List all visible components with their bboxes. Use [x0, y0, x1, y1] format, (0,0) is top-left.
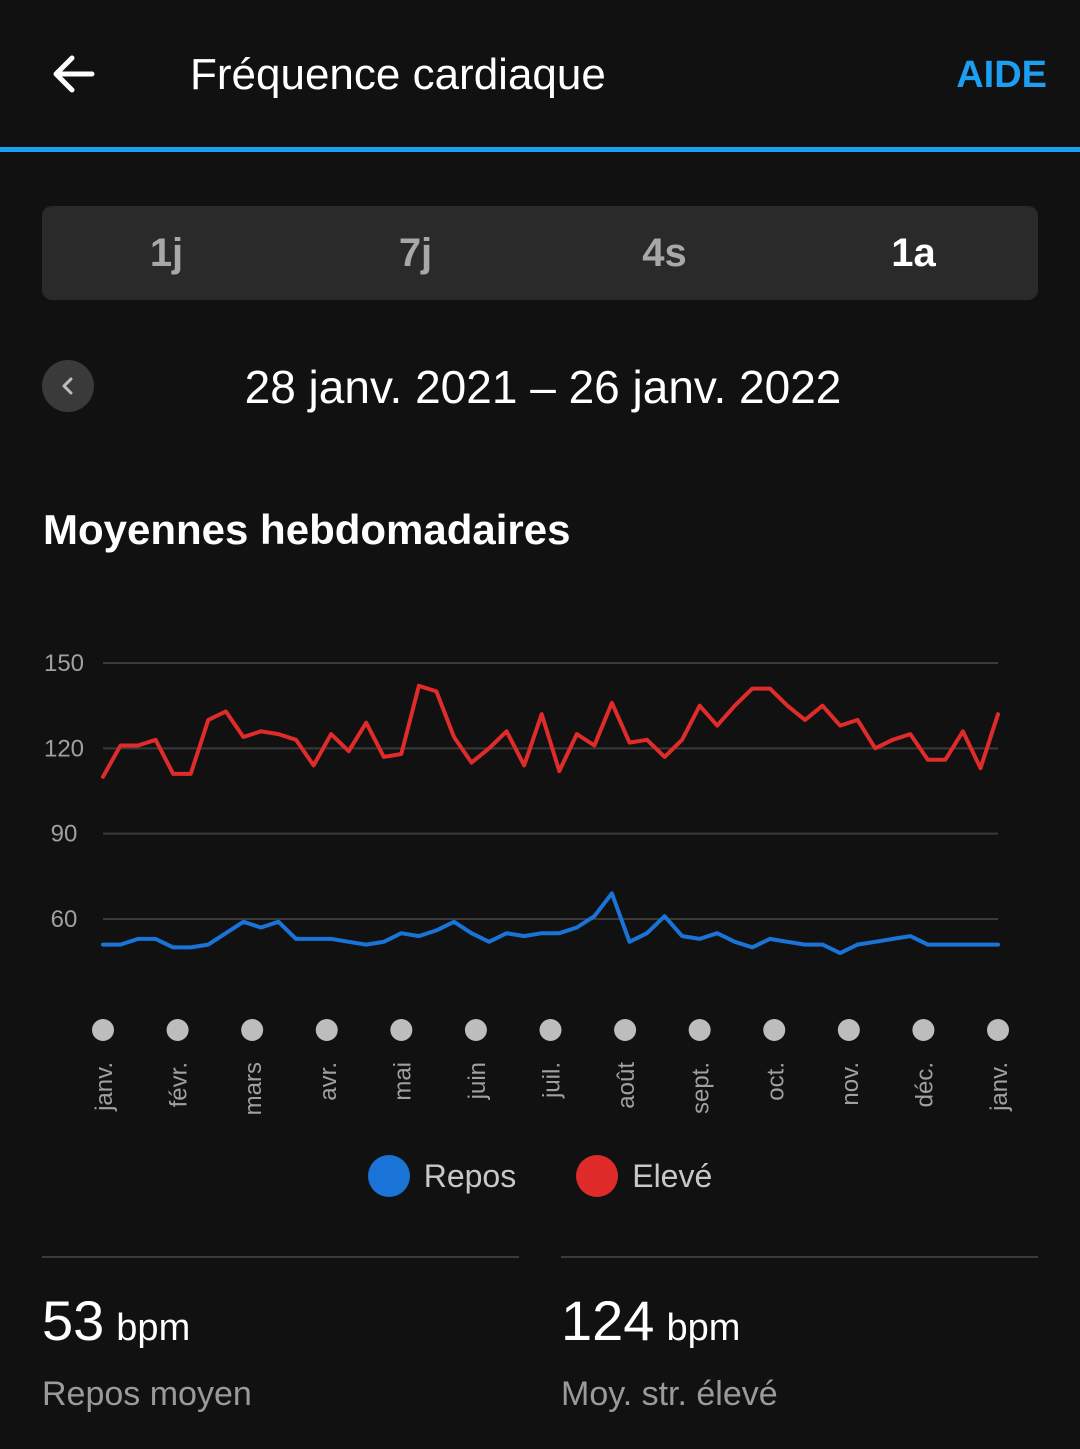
x-tick-label: sept.: [688, 1062, 715, 1114]
header-divider: [0, 147, 1080, 152]
y-tick-label: 150: [44, 650, 84, 677]
month-marker: [912, 1019, 935, 1041]
month-marker: [837, 1019, 860, 1041]
legend-label-eleve: Elevé: [632, 1157, 713, 1194]
month-marker: [390, 1019, 413, 1041]
legend-item-repos: Repos: [367, 1155, 517, 1197]
month-marker: [539, 1019, 562, 1041]
help-button[interactable]: AIDE: [956, 54, 1047, 96]
x-tick-label: mai: [389, 1062, 416, 1101]
stat-high-unit: bpm: [666, 1307, 741, 1349]
chevron-left-icon: [62, 377, 73, 395]
legend-swatch-repos: [367, 1155, 410, 1197]
page-title: Fréquence cardiaque: [190, 50, 606, 99]
stat-resting-label: Repos moyen: [42, 1375, 252, 1413]
month-marker: [987, 1019, 1009, 1041]
month-marker: [166, 1019, 189, 1041]
series-line-repos: [101, 891, 1000, 956]
x-tick-label: mars: [240, 1062, 267, 1115]
x-tick-label: juil.: [539, 1062, 566, 1099]
stat-resting-value-row: 53 bpm: [42, 1288, 519, 1361]
heart-rate-chart: 150 120 90 60 janv. févr. mars avr. mai juin juil.…: [44, 650, 1013, 1115]
x-tick-label: avr.: [315, 1062, 342, 1101]
stat-high: 124 bpm Moy. str. élevé: [561, 1256, 1038, 1415]
legend-swatch-eleve: [576, 1155, 619, 1197]
stat-resting: 53 bpm Repos moyen: [42, 1256, 519, 1415]
month-marker: [614, 1019, 637, 1041]
series-line-eleve: [101, 683, 1000, 779]
y-tick-label: 90: [51, 821, 78, 848]
stat-high-label: Moy. str. élevé: [561, 1375, 778, 1413]
tab-1-year[interactable]: 1a: [891, 230, 936, 275]
previous-period-button[interactable]: [42, 360, 94, 412]
back-button[interactable]: [48, 48, 100, 100]
stat-resting-value: 53: [42, 1289, 105, 1352]
month-marker: [763, 1019, 786, 1041]
x-tick-label: déc.: [911, 1062, 938, 1107]
x-tick-label: févr.: [166, 1062, 193, 1107]
month-marker: [241, 1019, 264, 1041]
y-tick-label: 120: [44, 735, 84, 762]
tab-1-day[interactable]: 1j: [149, 230, 184, 275]
month-marker: [688, 1019, 711, 1041]
month-marker: [92, 1019, 114, 1041]
x-tick-label: oct.: [762, 1062, 789, 1101]
app-header: Fréquence cardiaque AIDE: [0, 0, 1080, 148]
section-title: Moyennes hebdomadaires: [43, 506, 571, 553]
arrow-left-icon: [53, 55, 95, 93]
x-tick-label: nov.: [837, 1062, 864, 1106]
date-range-row: 28 janv. 2021 – 26 janv. 2022: [0, 358, 1080, 416]
x-tick-label: janv.: [91, 1062, 118, 1112]
x-tick-label: janv.: [986, 1062, 1013, 1112]
legend-item-eleve: Elevé: [576, 1155, 712, 1197]
stat-high-value: 124: [561, 1289, 655, 1352]
stat-high-value-row: 124 bpm: [561, 1288, 1038, 1361]
period-tabs: 1j 7j 4s 1a: [42, 206, 1038, 300]
tab-4-weeks[interactable]: 4s: [642, 230, 687, 275]
x-tick-label: août: [613, 1062, 640, 1109]
chart-legend: Repos Elevé: [0, 1150, 1080, 1202]
legend-label-repos: Repos: [423, 1157, 517, 1194]
y-tick-label: 60: [51, 906, 78, 933]
stat-resting-unit: bpm: [116, 1307, 191, 1349]
date-range-label: 28 janv. 2021 – 26 janv. 2022: [244, 361, 842, 413]
month-marker: [464, 1019, 487, 1041]
tab-7-days[interactable]: 7j: [398, 230, 433, 275]
month-marker: [315, 1019, 338, 1041]
x-tick-label: juin: [464, 1062, 491, 1100]
